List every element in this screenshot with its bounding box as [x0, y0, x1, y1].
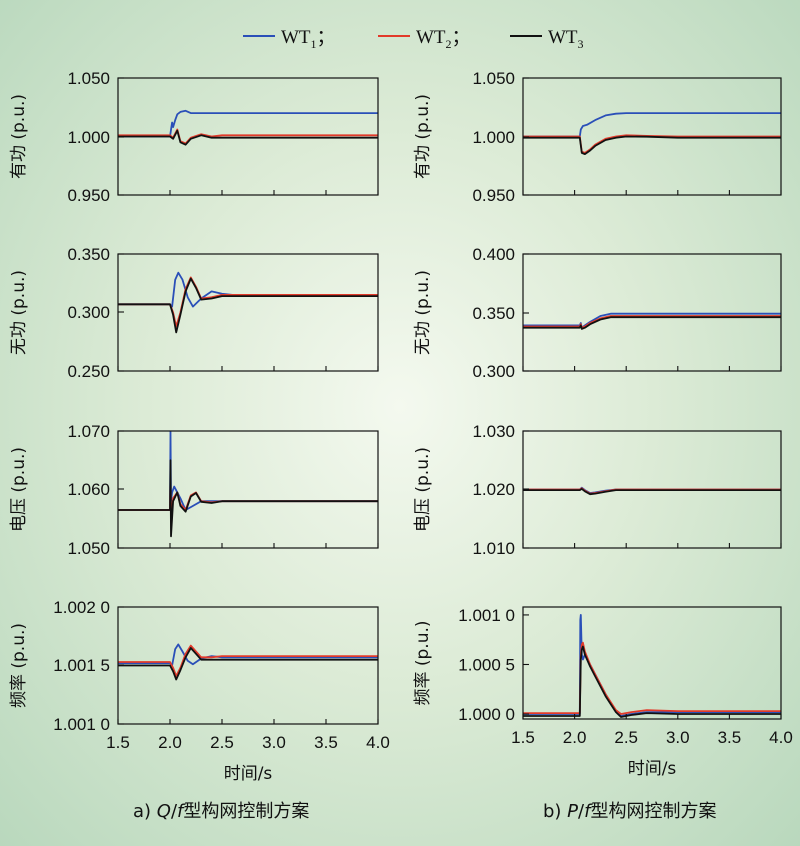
y-tick-label: 1.001 5 [53, 656, 110, 675]
x-axis-label: 时间/s [224, 764, 273, 784]
caption-a: a) Q/f型构网控制方案 [133, 801, 309, 822]
y-tick-label: 0.400 [472, 245, 515, 264]
series-wt3-line [118, 277, 378, 334]
y-axis-label: 电压 (p.u.) [9, 447, 29, 532]
y-tick-label: 0.300 [67, 303, 110, 322]
plot-frame [522, 606, 782, 720]
panel-b-active: 1.050 1.000 0.950 有功 (p.u.) [413, 69, 782, 205]
x-tick-label: 3.0 [262, 733, 286, 752]
y-axis-label: 无功 (p.u.) [413, 270, 433, 355]
captions: a) Q/f型构网控制方案 b) P/f型构网控制方案 [133, 801, 716, 822]
y-tick-label: 1.000 [67, 128, 110, 147]
y-axis-label: 有功 (p.u.) [413, 94, 433, 179]
x-tick-label: 2.5 [210, 733, 234, 752]
panel-b-reactive: 0.400 0.350 0.300 无功 (p.u.) [413, 245, 782, 381]
y-axis-label: 电压 (p.u.) [413, 447, 433, 532]
panel-a-active: 1.050 1.000 0.950 有功 (p.u.) [9, 69, 379, 205]
plot-frame [117, 430, 379, 549]
caption-b: b) P/f型构网控制方案 [543, 801, 716, 822]
series-wt2-line [118, 476, 378, 520]
y-tick-label: 1.002 0 [53, 598, 110, 617]
series-wt3-line [523, 316, 781, 330]
y-tick-label: 0.250 [67, 362, 110, 381]
plot-frame [117, 253, 379, 372]
y-tick-label: 1.070 [67, 422, 110, 441]
series-wt2-line [523, 641, 781, 715]
x-tick-label: 1.5 [511, 728, 535, 747]
legend: WT1； WT2； WT3 [243, 27, 584, 51]
series-wt1-line [523, 614, 781, 717]
series-wt3-line [523, 645, 781, 718]
y-tick-label: 1.050 [67, 539, 110, 558]
y-axis-label: 频率 (p.u.) [9, 623, 29, 708]
plot-frame [522, 253, 782, 372]
x-tick-label: 4.0 [366, 733, 390, 752]
panel-b-voltage: 1.030 1.020 1.010 电压 (p.u.) [413, 422, 782, 558]
series-wt2-line [118, 644, 378, 677]
y-tick-label: 1.010 [472, 539, 515, 558]
series-wt1-line [118, 271, 378, 308]
series-wt3-line [118, 647, 378, 681]
y-tick-label: 1.001 0 [458, 606, 515, 625]
y-tick-label: 0.300 [472, 362, 515, 381]
y-tick-label: 1.060 [67, 480, 110, 499]
panel-a-voltage: 1.070 1.060 1.050 电压 (p.u.) [9, 422, 379, 558]
y-axis-label: 无功 (p.u.) [9, 270, 29, 355]
y-axis-label: 频率 (p.u.) [413, 620, 433, 705]
legend-label-3: WT3 [548, 27, 584, 51]
y-tick-label: 1.030 [472, 422, 515, 441]
y-tick-label: 1.050 [67, 69, 110, 88]
panels: 1.050 1.000 0.950 有功 (p.u.) 0.350 0.300 0.250 无… [9, 69, 793, 784]
series-wt2-line [118, 276, 378, 328]
series-wt3-line [118, 459, 378, 538]
x-axis-label: 时间/s [628, 759, 677, 779]
y-tick-label: 1.000 0 [458, 705, 515, 724]
series-wt3-line [118, 129, 378, 146]
x-tick-label: 3.5 [718, 728, 742, 747]
y-tick-label: 1.020 [472, 480, 515, 499]
y-tick-label: 1.001 0 [53, 715, 110, 734]
x-tick-label: 2.0 [158, 733, 182, 752]
series-wt1-line [118, 431, 378, 511]
y-tick-label: 0.350 [472, 304, 515, 323]
y-tick-label: 0.950 [472, 186, 515, 205]
series-wt1-line [523, 112, 781, 138]
series-wt1-line [118, 109, 378, 138]
x-tick-label: 3.5 [314, 733, 338, 752]
y-tick-label: 1.000 5 [458, 655, 515, 674]
series-wt3-line [523, 487, 781, 496]
x-tick-label: 3.0 [666, 728, 690, 747]
y-tick-label: 0.950 [67, 186, 110, 205]
panel-a-frequency: 1.002 0 1.001 5 1.001 01.5 2.0 2.5 3.0 3.5 4.0 频… [9, 598, 390, 784]
x-tick-label: 4.0 [769, 728, 793, 747]
legend-label-2: WT2； [416, 27, 471, 51]
y-axis-label: 有功 (p.u.) [9, 94, 29, 179]
x-tick-label: 2.0 [563, 728, 587, 747]
x-tick-label: 1.5 [106, 733, 130, 752]
x-tick-label: 2.5 [614, 728, 638, 747]
series-wt3-line [523, 135, 781, 156]
legend-label-1: WT1； [281, 27, 336, 51]
y-tick-label: 1.000 [472, 128, 515, 147]
y-tick-label: 1.050 [472, 69, 515, 88]
panel-b-frequency: 1.001 0 1.000 5 1.000 0 1.5 2.0 2.5 3.0 3.5 4.0 频… [413, 606, 793, 779]
panel-a-reactive: 0.350 0.300 0.250 无功 (p.u.) [9, 245, 379, 381]
y-tick-label: 0.350 [67, 245, 110, 264]
